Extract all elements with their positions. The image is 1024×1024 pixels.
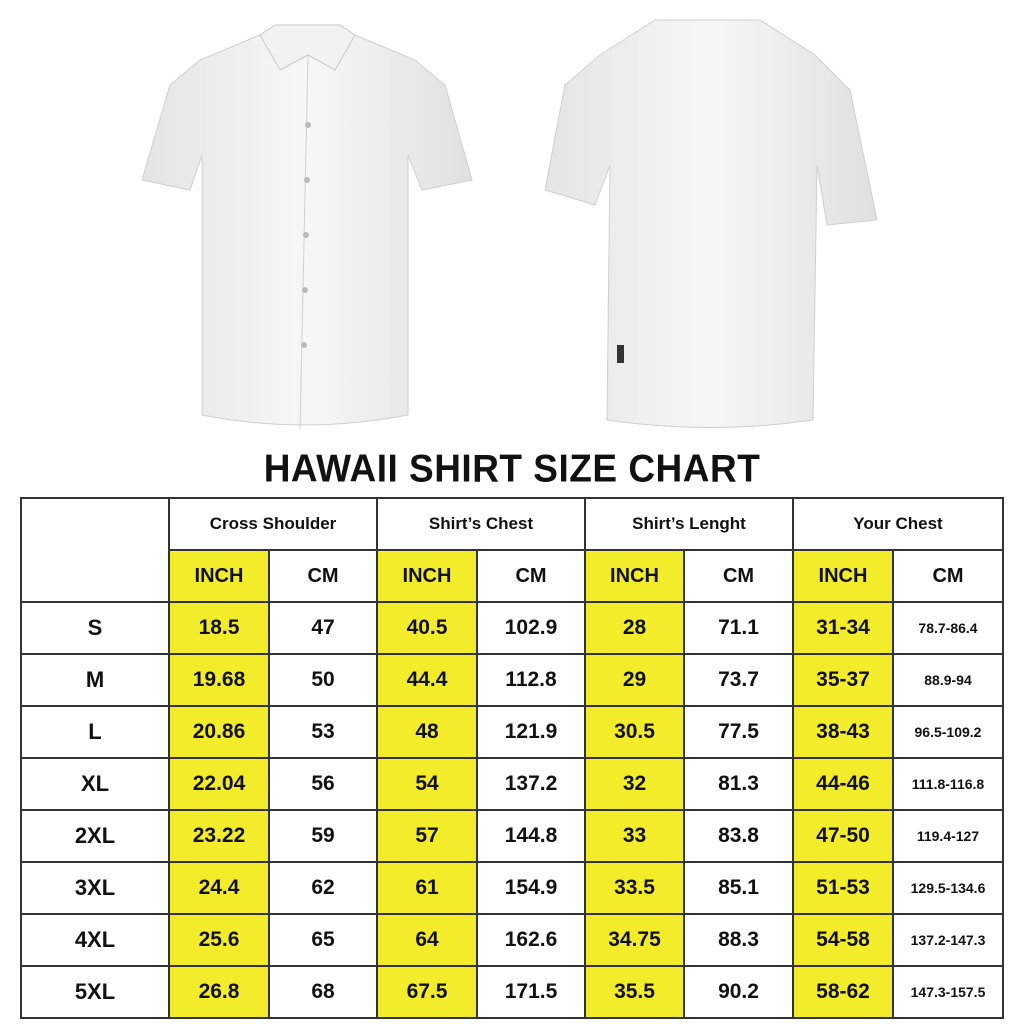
cm-cell: 68 [268,965,378,1019]
inch-cell: 32 [584,757,685,811]
inch-cell: 33.5 [584,861,685,915]
table-row: 3XL 24.4 62 61 154.9 33.5 85.1 51-53 129.5-134.6 [20,861,1004,915]
inch-cell: 31-34 [792,601,894,655]
table-row: XL 22.04 56 54 137.2 32 81.3 44-46 111.8-116.8 [20,757,1004,811]
group-header: Shirt’s Lenght [584,497,794,551]
cm-cell: 85.1 [683,861,794,915]
inch-cell: 61 [376,861,478,915]
inch-cell: 26.8 [168,965,270,1019]
unit-cm: CM [268,549,378,603]
cm-cell: 56 [268,757,378,811]
table-row: 4XL 25.6 65 64 162.6 34.75 88.3 54-58 137.2-147.… [20,913,1004,967]
cm-cell: 112.8 [476,653,586,707]
inch-cell: 25.6 [168,913,270,967]
inch-cell: 30.5 [584,705,685,759]
unit-inch: INCH [168,549,270,603]
inch-cell: 20.86 [168,705,270,759]
inch-cell: 33 [584,809,685,863]
unit-inch: INCH [584,549,685,603]
group-header: Cross Shoulder [168,497,378,551]
unit-cm: CM [476,549,586,603]
cm-cell: 73.7 [683,653,794,707]
cm-cell: 119.4-127 [892,809,1004,863]
unit-cm: CM [892,549,1004,603]
cm-cell: 121.9 [476,705,586,759]
cm-cell: 162.6 [476,913,586,967]
inch-cell: 34.75 [584,913,685,967]
table-row: M 19.68 50 44.4 112.8 29 73.7 35-37 88.9-94 [20,653,1004,707]
cm-cell: 78.7-86.4 [892,601,1004,655]
group-header-row: Cross Shoulder Shirt’s Chest Shirt’s Lengh… [20,497,1004,603]
table-row: L 20.86 53 48 121.9 30.5 77.5 38-43 96.5-109.2 [20,705,1004,759]
cm-cell: 65 [268,913,378,967]
inch-cell: 29 [584,653,685,707]
size-label: L [20,705,170,759]
cm-cell: 171.5 [476,965,586,1019]
cm-cell: 53 [268,705,378,759]
cm-cell: 147.3-157.5 [892,965,1004,1019]
cm-cell: 144.8 [476,809,586,863]
cm-cell: 96.5-109.2 [892,705,1004,759]
inch-cell: 28 [584,601,685,655]
inch-cell: 54-58 [792,913,894,967]
inch-cell: 64 [376,913,478,967]
size-label: XL [20,757,170,811]
inch-cell: 22.04 [168,757,270,811]
inch-cell: 35.5 [584,965,685,1019]
inch-cell: 23.22 [168,809,270,863]
cm-cell: 102.9 [476,601,586,655]
size-chart-table: Cross Shoulder Shirt’s Chest Shirt’s Lengh… [20,497,1004,1019]
inch-cell: 38-43 [792,705,894,759]
inch-cell: 51-53 [792,861,894,915]
cm-cell: 81.3 [683,757,794,811]
cm-cell: 71.1 [683,601,794,655]
table-row: S 18.5 47 40.5 102.9 28 71.1 31-34 78.7-86.4 [20,601,1004,655]
inch-cell: 35-37 [792,653,894,707]
inch-cell: 24.4 [168,861,270,915]
size-label: 3XL [20,861,170,915]
cm-cell: 111.8-116.8 [892,757,1004,811]
unit-inch: INCH [792,549,894,603]
inch-cell: 18.5 [168,601,270,655]
cm-cell: 88.9-94 [892,653,1004,707]
cm-cell: 62 [268,861,378,915]
group-header: Shirt’s Chest [376,497,586,551]
cm-cell: 77.5 [683,705,794,759]
unit-header-row: INCH CM INCH CM INCH CM INCH CM [21,549,1004,603]
size-label: M [20,653,170,707]
inch-cell: 44.4 [376,653,478,707]
cm-cell: 59 [268,809,378,863]
inch-cell: 57 [376,809,478,863]
size-label: 4XL [20,913,170,967]
unit-inch: INCH [376,549,478,603]
unit-cm: CM [683,549,794,603]
size-label: S [20,601,170,655]
cm-cell: 137.2-147.3 [892,913,1004,967]
cm-cell: 47 [268,601,378,655]
cm-cell: 50 [268,653,378,707]
inch-cell: 44-46 [792,757,894,811]
chart-title: HAWAII SHIRT SIZE CHART [263,446,761,490]
cm-cell: 83.8 [683,809,794,863]
inch-cell: 67.5 [376,965,478,1019]
cm-cell: 154.9 [476,861,586,915]
shirt-front-image [141,24,473,431]
table-row: 5XL 26.8 68 67.5 171.5 35.5 90.2 58-62 147.3-157… [20,965,1004,1019]
cm-cell: 137.2 [476,757,586,811]
corner-cell [20,497,170,603]
group-header: Your Chest [792,497,1004,551]
cm-cell: 88.3 [683,913,794,967]
shirt-back-image [545,19,878,428]
cm-cell: 90.2 [683,965,794,1019]
inch-cell: 48 [376,705,478,759]
inch-cell: 40.5 [376,601,478,655]
size-label: 5XL [20,965,170,1019]
cm-cell: 129.5-134.6 [892,861,1004,915]
inch-cell: 58-62 [792,965,894,1019]
size-label: 2XL [20,809,170,863]
inch-cell: 19.68 [168,653,270,707]
inch-cell: 54 [376,757,478,811]
table-row: 2XL 23.22 59 57 144.8 33 83.8 47-50 119.4-127 [20,809,1004,863]
inch-cell: 47-50 [792,809,894,863]
